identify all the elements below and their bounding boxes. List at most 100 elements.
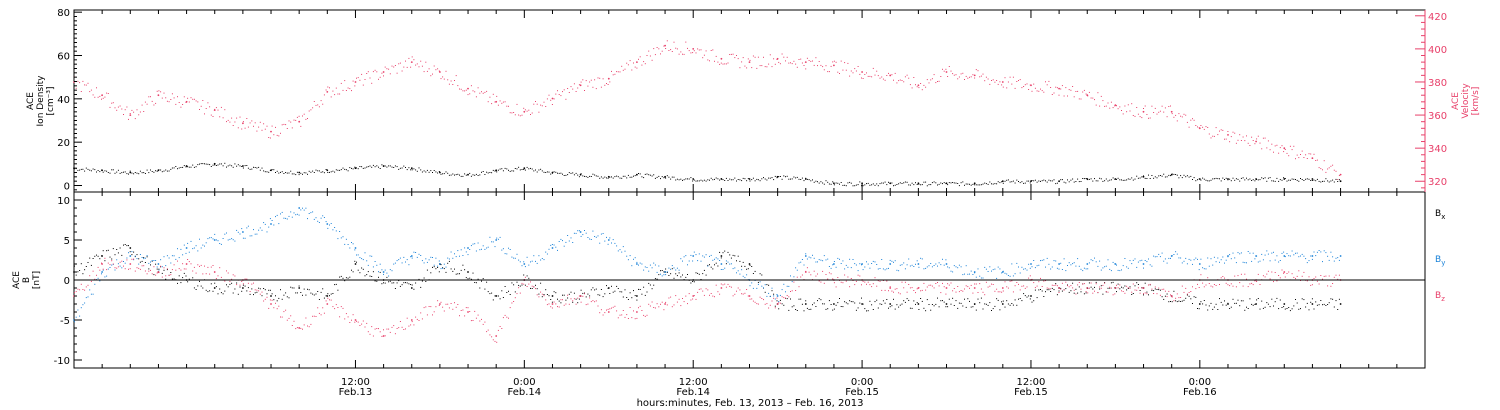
by-series-sample	[685, 255, 687, 257]
density-series-sample	[754, 180, 756, 182]
bx-series-sample	[872, 309, 874, 310]
by-series-sample	[148, 262, 150, 264]
bz-series-sample	[1121, 290, 1122, 292]
bx-series-sample	[1011, 303, 1013, 304]
bx-series-sample	[761, 274, 763, 276]
density-series-sample	[634, 175, 636, 177]
density-series-sample	[1293, 178, 1295, 180]
bx-series-sample	[266, 293, 268, 295]
by-series-sample	[763, 287, 764, 289]
by-series-sample	[516, 253, 518, 255]
bx-series-sample	[464, 269, 466, 271]
velocity-series-point	[1142, 110, 1145, 113]
bx-series-sample	[541, 296, 543, 298]
density-series-sample	[310, 171, 312, 173]
velocity-series-sample	[582, 79, 584, 81]
bz-series-sample	[1149, 283, 1151, 285]
velocity-series-sample	[626, 62, 628, 64]
bz-series-sample	[1161, 288, 1163, 290]
bx-series-point	[242, 287, 244, 289]
velocity-series-sample	[258, 126, 260, 128]
by-series-sample	[210, 237, 212, 239]
velocity-series-sample	[1215, 127, 1217, 129]
bx-series-sample	[1266, 302, 1268, 304]
by-series-sample	[1092, 260, 1094, 262]
by-series-sample	[141, 257, 143, 258]
bx-series-sample	[131, 254, 133, 256]
by-series-sample	[469, 249, 471, 250]
by-series-sample	[621, 251, 623, 253]
density-series-sample	[1132, 179, 1134, 181]
velocity-series	[73, 40, 1342, 180]
velocity-series-sample	[339, 93, 341, 95]
velocity-series-sample	[820, 64, 822, 66]
density-series-sample	[139, 170, 141, 172]
bx-series-sample	[1323, 303, 1325, 305]
by-series-sample	[352, 243, 354, 245]
density-series-sample	[606, 177, 607, 179]
density-series-sample	[877, 185, 879, 187]
density-series-sample	[295, 174, 297, 176]
by-series-sample	[423, 262, 425, 264]
bz-series-sample	[195, 272, 197, 274]
bx-series-sample	[432, 266, 433, 268]
velocity-series-sample	[634, 66, 636, 68]
bx-series-sample	[543, 294, 545, 295]
bx-series-sample	[1254, 303, 1256, 305]
bz-series-sample	[469, 311, 471, 312]
bx-series-sample	[273, 299, 275, 301]
density-series-sample	[798, 178, 800, 180]
density-series-sample	[580, 173, 582, 175]
density-series-sample	[1151, 175, 1153, 176]
density-series-sample	[278, 172, 280, 174]
velocity-series-sample	[1284, 149, 1286, 150]
bz-series-sample	[1164, 290, 1166, 292]
bz-series-sample	[212, 265, 214, 266]
bx-series-sample	[678, 272, 680, 274]
density-series-point	[326, 169, 329, 172]
velocity-series-sample	[1180, 115, 1182, 117]
density-series-sample	[183, 165, 185, 167]
velocity-series-sample	[882, 78, 884, 80]
bz-series-sample	[416, 318, 418, 320]
by-series-sample	[1210, 258, 1212, 260]
velocity-series-sample	[1252, 140, 1254, 141]
velocity-series-sample	[690, 52, 692, 54]
density-series-sample	[1116, 178, 1117, 180]
bz-series-sample	[553, 301, 555, 303]
density-series-sample	[1097, 180, 1099, 182]
bx-series-sample	[584, 292, 585, 294]
bz-series-sample	[881, 289, 883, 291]
bx-series-sample	[256, 291, 258, 293]
bz-series-sample	[624, 316, 626, 318]
bx-series-sample	[1257, 298, 1259, 299]
velocity-series-sample	[1028, 89, 1030, 90]
by-series-sample	[1158, 253, 1160, 255]
density-series-sample	[1088, 178, 1090, 180]
bz-series-sample	[1148, 284, 1149, 286]
velocity-series-sample	[773, 58, 775, 60]
bz-series-sample	[384, 335, 386, 337]
density-series-sample	[572, 172, 574, 174]
bx-series-sample	[697, 272, 699, 274]
bz-series-sample	[450, 303, 452, 304]
by-series-sample	[384, 269, 386, 271]
bx-series-sample	[1313, 308, 1315, 310]
bz-series-sample	[1230, 283, 1232, 285]
velocity-series-sample	[247, 126, 249, 128]
by-series-sample	[882, 268, 884, 270]
velocity-series-sample	[234, 121, 236, 123]
velocity-series-sample	[653, 48, 655, 50]
density-series-sample	[121, 172, 123, 174]
density-series-sample	[1192, 179, 1193, 180]
bz-series-sample	[1016, 282, 1018, 283]
bx-series-sample	[280, 289, 281, 291]
velocity-series-sample	[1087, 95, 1089, 97]
density-series-sample	[123, 171, 124, 173]
by-series-sample	[1170, 257, 1171, 259]
by-series-sample	[766, 295, 768, 297]
bz-series-sample	[524, 276, 526, 278]
bx-series-sample	[736, 260, 737, 262]
velocity-series-sample	[242, 121, 244, 123]
bx-series-sample	[101, 255, 102, 257]
